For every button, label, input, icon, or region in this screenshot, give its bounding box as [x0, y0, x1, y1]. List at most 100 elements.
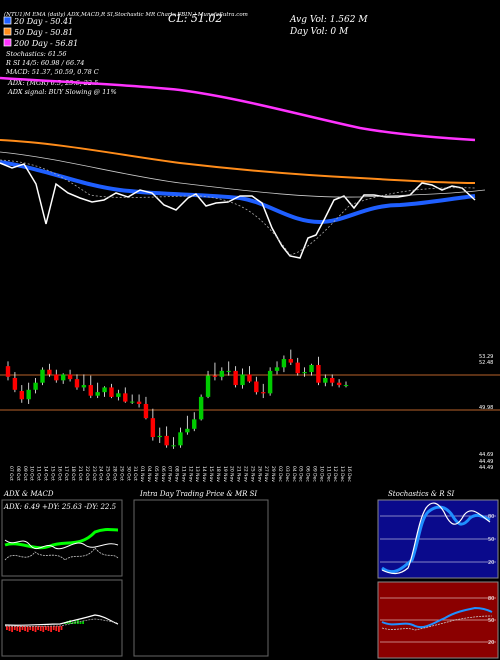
ema50-swatch	[3, 27, 12, 36]
candle-body	[143, 403, 149, 419]
candle-body	[171, 445, 176, 447]
date-tick-label: 25 Nov	[249, 466, 255, 482]
candle-body	[274, 367, 280, 371]
date-tick-label: 06 Nov	[160, 466, 166, 482]
candle-body	[26, 389, 31, 400]
candle-body	[267, 370, 273, 394]
ema200-line	[0, 76, 476, 142]
date-tick-label: 19 Nov	[222, 466, 228, 482]
candle-body	[5, 366, 11, 377]
rsi-tick-80: 80	[488, 596, 494, 602]
macd-signal-line	[4, 618, 119, 627]
macd-bar	[58, 626, 60, 632]
candle-body	[247, 374, 252, 382]
date-tick-label: 08 Nov	[174, 466, 180, 482]
candle-body	[123, 393, 128, 402]
price-tick-label: 52.48	[479, 360, 493, 366]
ema200-swatch	[3, 38, 12, 47]
ema50-line	[0, 139, 476, 184]
macd-bar	[19, 626, 21, 632]
ema200-legend: 200 Day - 56.81	[13, 39, 78, 48]
date-tick-label: 09 Dec	[312, 466, 318, 482]
stoch-tick-80: 80	[488, 514, 494, 520]
candle-body	[157, 435, 162, 438]
candle-body	[136, 401, 142, 404]
ema50-legend: 50 Day - 50.81	[14, 28, 73, 37]
candle-body	[164, 435, 169, 446]
stoch-tick-20: 20	[488, 560, 494, 566]
adx-panel	[1, 499, 123, 577]
date-tick-label: 15 Oct	[49, 466, 55, 481]
date-axis: 07 Oct 08 Oct 09 Oct 10 Oct 11 Oct 14 Oct 15 O…	[8, 466, 352, 482]
candle-body	[212, 375, 218, 377]
price-line	[0, 162, 476, 259]
stoch-tick-50: 50	[488, 537, 494, 543]
date-tick-label: 24 Oct	[98, 466, 104, 481]
candle-body	[47, 369, 52, 375]
date-tick-label: 21 Oct	[77, 466, 83, 481]
candle-body	[254, 381, 259, 393]
candle-body	[336, 382, 342, 386]
ema20-line	[0, 160, 476, 225]
date-tick-label: 08 Oct	[15, 466, 21, 481]
candle-body	[205, 375, 211, 397]
adx-white-line	[4, 539, 119, 550]
ema20-swatch	[3, 16, 12, 25]
macd-panel	[1, 579, 123, 657]
date-tick-label: 14 Nov	[201, 466, 207, 482]
candle-body	[316, 364, 321, 383]
candle-body	[281, 359, 287, 368]
date-tick-label: 17 Oct	[63, 466, 69, 481]
candle-body	[74, 379, 80, 388]
candle-body	[288, 359, 294, 363]
macd-bar	[39, 626, 42, 631]
candle-body	[323, 377, 328, 383]
price-tick-label: 44.49	[479, 465, 493, 471]
candle-body	[261, 392, 266, 394]
candle-body	[185, 428, 190, 433]
price-tick-label: 44.49	[479, 459, 493, 465]
stoch-legend: Stochastics: 61.56	[6, 50, 67, 58]
candle-body	[54, 374, 59, 381]
date-tick-label: 10 Oct	[29, 466, 35, 481]
candle-body	[343, 385, 349, 387]
date-tick-label: 12 Dec	[332, 466, 338, 482]
date-tick-label: 05 Nov	[153, 466, 159, 482]
candle-body	[330, 377, 335, 383]
candle-body	[95, 392, 100, 396]
date-tick-label: 29 Oct	[118, 466, 124, 481]
macd-bar	[37, 626, 39, 630]
macd-bar	[79, 622, 82, 624]
candle-body	[12, 377, 18, 390]
date-tick-label: 15 Nov	[208, 466, 214, 482]
macd-bar	[6, 626, 8, 630]
candles-group	[5, 349, 349, 449]
intra-panel-title: Intra Day Trading Price & MR SI	[139, 490, 257, 498]
macd-bar	[32, 626, 34, 631]
candle-body	[60, 374, 66, 381]
macd-bar	[45, 626, 47, 630]
price-tick-label: 44.69	[479, 452, 493, 458]
macd-bar	[8, 626, 11, 631]
date-tick-label: 09 Oct	[22, 466, 28, 481]
date-tick-label: 25 Oct	[105, 466, 111, 481]
stoch-panel-title: Stochastics & R SI	[388, 490, 455, 498]
price-tick-label: 53.29	[479, 354, 493, 360]
macd-bar	[24, 626, 26, 631]
candle-body	[88, 385, 93, 396]
date-tick-label: 30 Oct	[125, 466, 131, 481]
rsi-blue-line	[381, 606, 493, 628]
candle-body	[233, 370, 238, 386]
date-tick-label: 04 Nov	[146, 466, 152, 482]
ema20-legend: 20 Day - 50.41	[13, 17, 73, 26]
candle-body	[219, 370, 225, 377]
date-tick-label: 11 Oct	[36, 466, 42, 481]
date-tick-label: 06 Dec	[305, 466, 311, 482]
adx-signal-legend: ADX signal: BUY Slowing @ 11%	[7, 88, 117, 96]
adx-values: ADX: 6.49 +DY: 25.63 -DY: 22.5	[3, 503, 117, 511]
adx-legend: ADX: (MGR) 6.5, 25.6, 22.5	[7, 79, 98, 87]
date-tick-label: 31 Oct	[132, 466, 138, 481]
macd-bar	[34, 626, 37, 632]
date-tick-label: 13 Nov	[194, 466, 200, 482]
